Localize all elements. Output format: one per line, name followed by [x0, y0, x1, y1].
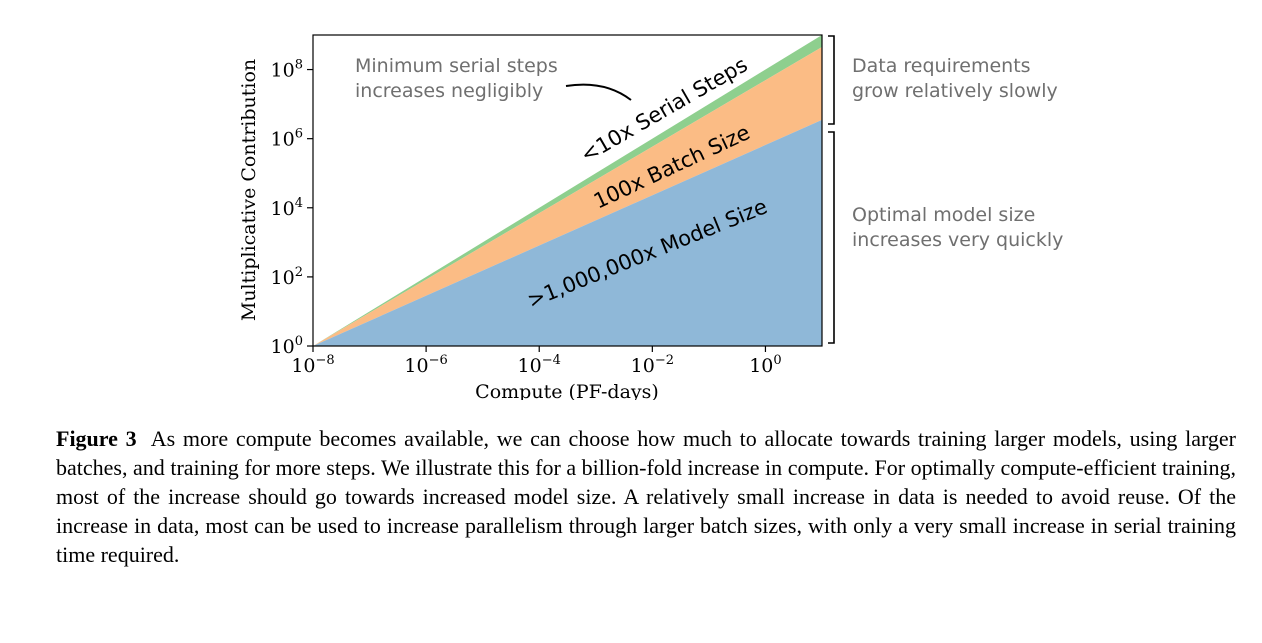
x-tick-label: 10−2 — [631, 353, 674, 377]
serial-note-line-2: increases negligibly — [355, 80, 543, 102]
y-tick-label: 104 — [271, 196, 303, 220]
x-tick-label: 10−6 — [404, 353, 447, 377]
batch-size-area — [313, 46, 822, 347]
x-tick-label: 100 — [749, 353, 781, 377]
serial-note-line-1: Minimum serial steps — [355, 55, 558, 77]
x-tick-label: 10−8 — [291, 353, 334, 377]
caption-label: Figure 3 — [56, 426, 137, 451]
data-bracket — [828, 35, 835, 125]
y-tick-label: 100 — [271, 334, 303, 358]
plot-frame — [312, 34, 823, 347]
figure-caption: Figure 3 As more compute becomes availabl… — [56, 424, 1236, 569]
caption-text: As more compute becomes available, we ca… — [56, 426, 1236, 567]
model-size-area — [313, 119, 822, 347]
y-axis-ticks: 100 102 104 106 108 — [271, 58, 313, 358]
y-tick-label: 106 — [271, 127, 303, 151]
data-note-line-2: grow relatively slowly — [852, 80, 1058, 102]
model-bracket — [828, 131, 835, 344]
figure-3-chart: 10−8 10−6 10−4 10−2 100 100 102 104 106 108 Comp… — [238, 34, 1063, 400]
data-note-line-1: Data requirements — [852, 55, 1031, 77]
y-tick-label: 108 — [271, 58, 303, 82]
serial-note-arrow — [565, 83, 632, 101]
y-axis-label: Multiplicative Contribution — [238, 59, 260, 321]
x-axis-label: Compute (PF-days) — [475, 381, 659, 400]
x-axis-ticks: 10−8 10−6 10−4 10−2 100 — [291, 346, 782, 377]
serial-steps-area — [313, 35, 822, 346]
y-tick-label: 102 — [271, 265, 303, 289]
model-note-line-1: Optimal model size — [852, 204, 1035, 226]
x-tick-label: 10−4 — [518, 353, 561, 377]
model-note-line-2: increases very quickly — [852, 229, 1063, 251]
